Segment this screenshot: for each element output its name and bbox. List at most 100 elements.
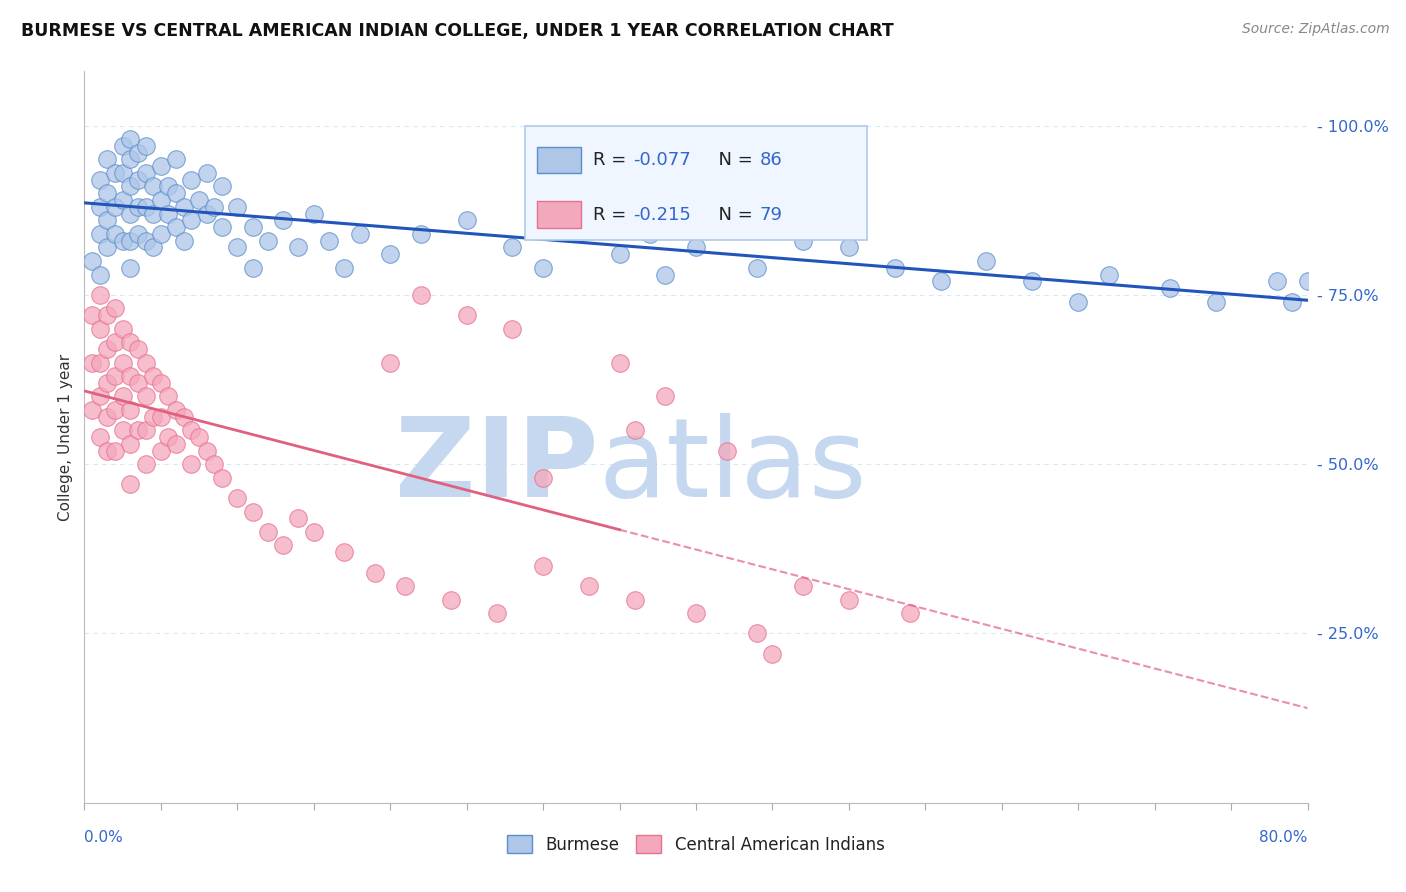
Point xyxy=(562,220,585,235)
Point xyxy=(531,260,554,275)
Text: atlas: atlas xyxy=(598,413,866,520)
Point xyxy=(195,443,218,458)
Point xyxy=(287,511,309,525)
Point xyxy=(120,437,142,451)
Point xyxy=(380,247,402,261)
Point xyxy=(120,153,142,167)
Point xyxy=(838,240,860,254)
Point xyxy=(173,200,195,214)
Point xyxy=(486,606,509,620)
Point xyxy=(226,200,249,214)
Point xyxy=(149,443,172,458)
Point xyxy=(333,545,356,559)
Point xyxy=(1281,294,1303,309)
Point xyxy=(531,558,554,573)
Point xyxy=(195,166,218,180)
Point xyxy=(202,200,225,214)
Point xyxy=(127,342,149,356)
Point xyxy=(976,254,998,268)
Point xyxy=(188,193,211,207)
Point xyxy=(654,389,676,403)
Point xyxy=(111,166,134,180)
Point xyxy=(127,200,149,214)
Point xyxy=(127,227,149,241)
Point xyxy=(96,213,118,227)
Point xyxy=(96,186,118,201)
Point xyxy=(80,355,103,369)
Text: R =: R = xyxy=(593,152,633,169)
Point xyxy=(287,240,309,254)
Point xyxy=(89,430,111,444)
Point xyxy=(271,538,294,552)
Point xyxy=(165,220,187,235)
Point xyxy=(349,227,371,241)
Point xyxy=(149,193,172,207)
Point xyxy=(302,524,325,539)
Point xyxy=(127,376,149,390)
Point xyxy=(180,213,202,227)
Point xyxy=(96,376,118,390)
Point xyxy=(80,254,103,268)
Point xyxy=(89,355,111,369)
Point xyxy=(104,443,127,458)
Point xyxy=(104,301,127,316)
Point xyxy=(609,247,631,261)
Point xyxy=(96,308,118,322)
Point xyxy=(135,139,157,153)
Point xyxy=(195,206,218,220)
Point xyxy=(104,227,127,241)
Point xyxy=(180,423,202,437)
Point xyxy=(89,200,111,214)
Point xyxy=(111,355,134,369)
Point xyxy=(1159,281,1181,295)
Point xyxy=(165,437,187,451)
Point xyxy=(747,260,769,275)
Point xyxy=(364,566,387,580)
Point xyxy=(89,389,111,403)
Legend: Burmese, Central American Indians: Burmese, Central American Indians xyxy=(501,829,891,860)
Point xyxy=(257,234,280,248)
Point xyxy=(578,579,600,593)
Point xyxy=(257,524,280,539)
Text: N =: N = xyxy=(707,206,758,224)
Point xyxy=(80,308,103,322)
Point xyxy=(89,268,111,282)
Point xyxy=(211,471,233,485)
Point xyxy=(1098,268,1121,282)
Point xyxy=(883,260,905,275)
Point xyxy=(111,389,134,403)
Text: ZIP: ZIP xyxy=(395,413,598,520)
Point xyxy=(157,389,180,403)
Point xyxy=(135,234,157,248)
Point xyxy=(120,132,142,146)
Point xyxy=(761,647,783,661)
Point xyxy=(624,592,647,607)
Point xyxy=(96,342,118,356)
Point xyxy=(96,443,118,458)
Point xyxy=(180,172,202,186)
Point xyxy=(380,355,402,369)
Point xyxy=(127,172,149,186)
Point xyxy=(149,376,172,390)
Point xyxy=(89,322,111,336)
Point xyxy=(502,240,524,254)
Text: -0.215: -0.215 xyxy=(634,206,692,224)
Point xyxy=(1021,274,1043,288)
FancyBboxPatch shape xyxy=(537,147,581,173)
Text: 80.0%: 80.0% xyxy=(1260,830,1308,845)
Text: -0.077: -0.077 xyxy=(634,152,692,169)
Point xyxy=(142,179,165,194)
Point xyxy=(180,457,202,471)
Point xyxy=(394,579,416,593)
Point xyxy=(165,403,187,417)
Point xyxy=(638,227,661,241)
Point xyxy=(120,335,142,350)
Text: 79: 79 xyxy=(759,206,783,224)
Point xyxy=(685,240,707,254)
Point xyxy=(1205,294,1227,309)
Point xyxy=(1067,294,1090,309)
Point xyxy=(624,423,647,437)
Point xyxy=(318,234,340,248)
Point xyxy=(456,308,478,322)
Point xyxy=(226,491,249,505)
